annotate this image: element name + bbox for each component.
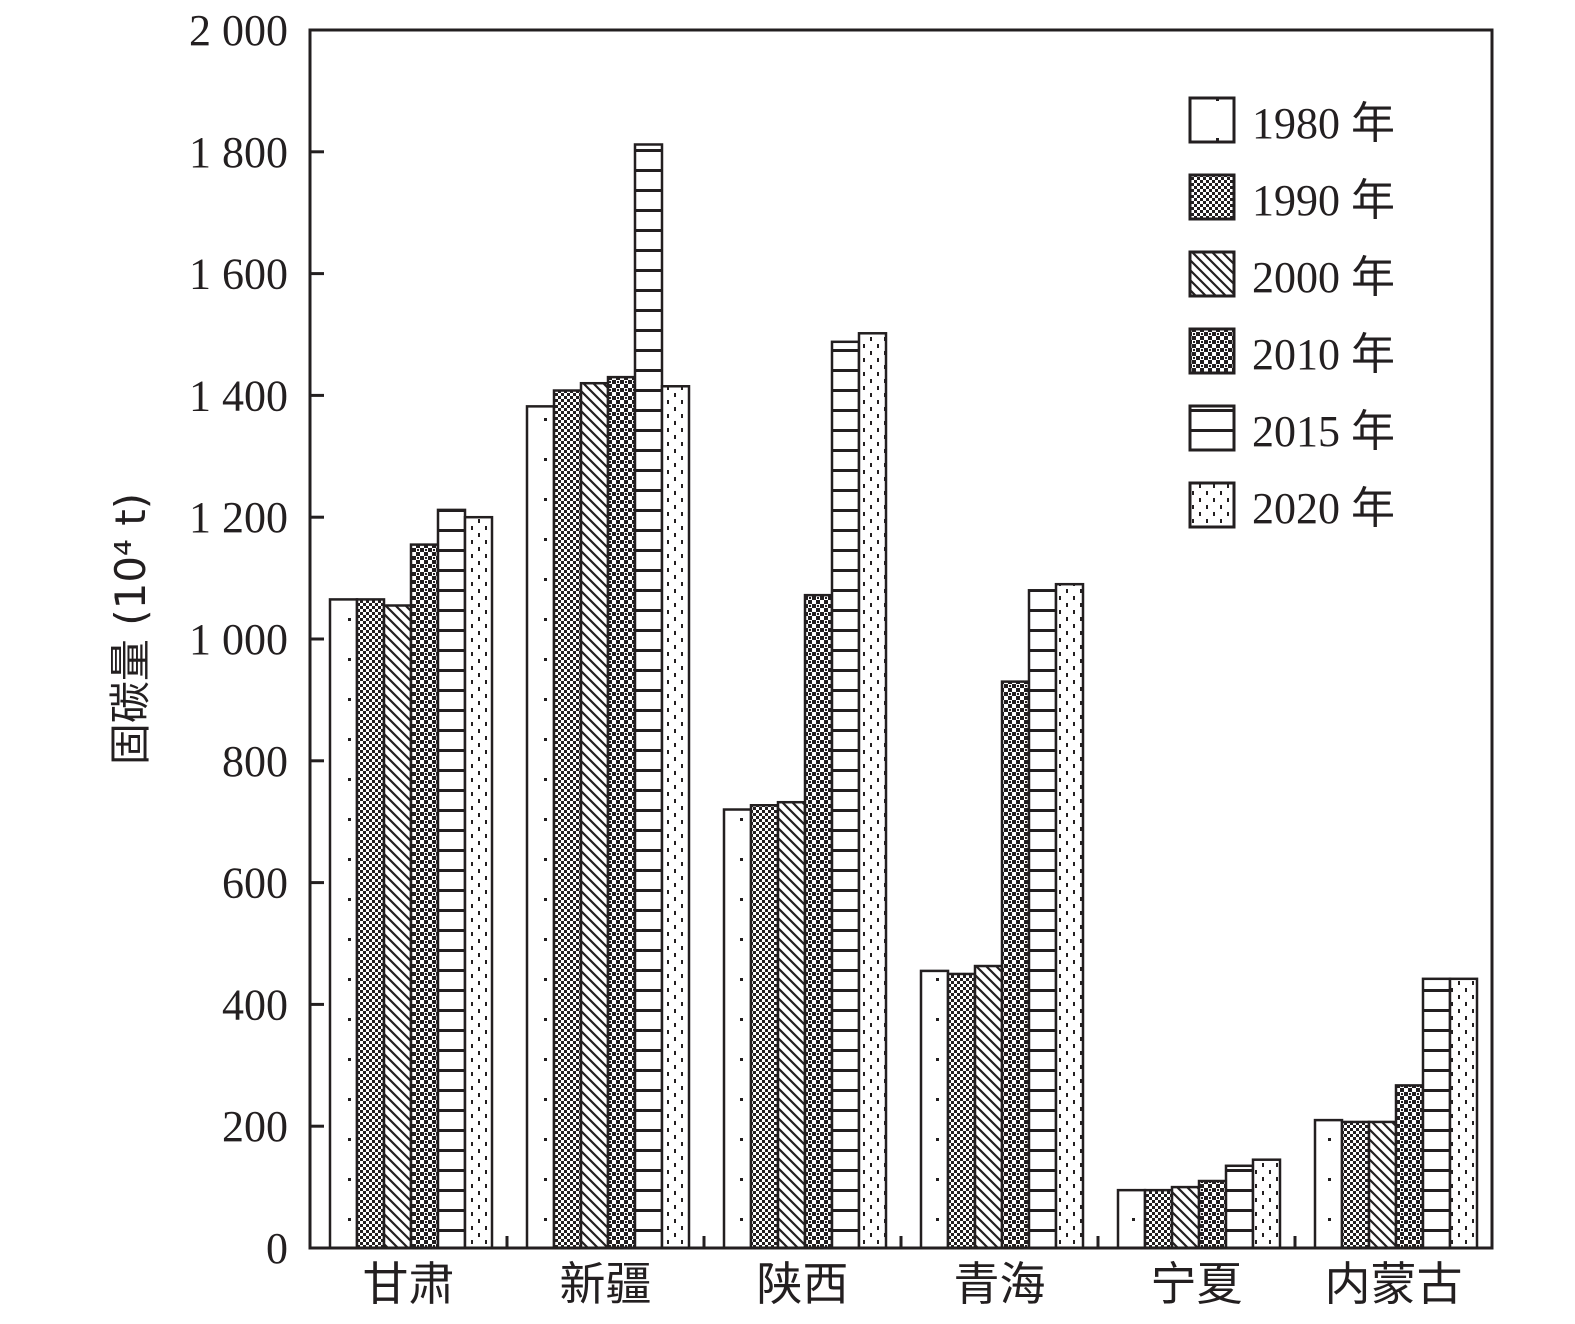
- y-tick-label: 1 200: [189, 493, 288, 542]
- bar-宁夏-1980年: [1116, 1188, 1147, 1250]
- bar-新疆-2000年: [579, 381, 610, 1250]
- bar-新疆-1980年: [525, 405, 556, 1250]
- bar-甘肃-2000年: [382, 604, 413, 1250]
- bar-陕西-1980年: [722, 808, 753, 1250]
- x-tick-label: 内蒙古: [1325, 1259, 1463, 1310]
- y-tick-label: 1 800: [189, 128, 288, 177]
- bar-宁夏-2015年: [1224, 1164, 1255, 1250]
- bar-内蒙古-1990年: [1340, 1120, 1371, 1250]
- legend-swatch: [1188, 327, 1236, 375]
- bar-陕西-2010年: [803, 593, 834, 1250]
- bar-新疆-1990年: [552, 389, 583, 1250]
- bar-青海-1980年: [919, 969, 950, 1250]
- bar-宁夏-2000年: [1170, 1185, 1201, 1250]
- legend-swatch: [1188, 481, 1236, 529]
- bar-内蒙古-2010年: [1394, 1084, 1425, 1250]
- y-axis-label: 固碳量 (10⁴ t): [106, 493, 155, 765]
- bar-青海-2015年: [1027, 589, 1058, 1250]
- y-tick-label: 600: [222, 859, 288, 908]
- legend-swatch: [1188, 250, 1236, 298]
- legend-swatch: [1188, 173, 1236, 221]
- bar-内蒙古-2020年: [1448, 977, 1479, 1250]
- x-tick-label: 新疆: [560, 1259, 652, 1310]
- y-tick-label: 400: [222, 980, 288, 1029]
- y-tick-label: 0: [266, 1224, 288, 1273]
- legend-swatch: [1188, 404, 1236, 452]
- bar-陕西-2015年: [830, 340, 861, 1250]
- y-tick-label: 800: [222, 737, 288, 786]
- legend-label: 1980 年: [1252, 99, 1395, 148]
- bar-甘肃-2010年: [409, 543, 440, 1250]
- legend-label: 1990 年: [1252, 176, 1395, 225]
- bar-宁夏-2010年: [1197, 1179, 1228, 1250]
- legend: 1980 年 1990 年 2000 年 2010 年 2015 年 2020 年: [1188, 96, 1395, 533]
- bar-甘肃-2020年: [463, 515, 494, 1250]
- bar-甘肃-1990年: [355, 598, 386, 1250]
- bars: [328, 143, 1479, 1250]
- bar-陕西-2020年: [857, 332, 888, 1250]
- y-tick-label: 2 000: [189, 6, 288, 55]
- legend-label: 2000 年: [1252, 253, 1395, 302]
- y-tick-label: 1 600: [189, 250, 288, 299]
- legend-label: 2010 年: [1252, 330, 1395, 379]
- legend-label: 2015 年: [1252, 407, 1395, 456]
- bar-青海-2000年: [973, 964, 1004, 1250]
- bar-新疆-2020年: [660, 385, 691, 1250]
- bar-青海-2010年: [1000, 680, 1031, 1250]
- y-tick-label: 200: [222, 1102, 288, 1151]
- y-tick-label: 1 000: [189, 615, 288, 664]
- y-axis: 0 200 400 600 800 1 000 1 200 1 400 1 600 1 800 2 …: [189, 6, 324, 1273]
- bar-内蒙古-2000年: [1367, 1120, 1398, 1250]
- y-tick-label: 1 400: [189, 371, 288, 420]
- bar-宁夏-1990年: [1143, 1188, 1174, 1250]
- bar-陕西-1990年: [749, 804, 780, 1250]
- x-tick-label: 宁夏: [1151, 1259, 1243, 1310]
- bar-青海-1990年: [946, 972, 977, 1250]
- bar-陕西-2000年: [776, 800, 807, 1250]
- bar-新疆-2015年: [633, 143, 664, 1250]
- x-tick-label: 甘肃: [363, 1259, 455, 1310]
- bar-宁夏-2020年: [1251, 1158, 1282, 1250]
- bar-青海-2020年: [1054, 582, 1085, 1250]
- bar-甘肃-1980年: [328, 598, 359, 1250]
- legend-swatch: [1188, 96, 1236, 144]
- bar-甘肃-2015年: [436, 508, 467, 1250]
- x-axis: 甘肃 新疆 陕西 青海 宁夏 内蒙古: [363, 1236, 1463, 1310]
- bar-新疆-2010年: [606, 375, 637, 1250]
- x-tick-label: 陕西: [757, 1259, 849, 1310]
- bar-内蒙古-2015年: [1421, 977, 1452, 1250]
- bar-内蒙古-1980年: [1313, 1118, 1344, 1250]
- x-tick-label: 青海: [954, 1259, 1046, 1310]
- legend-label: 2020 年: [1252, 484, 1395, 533]
